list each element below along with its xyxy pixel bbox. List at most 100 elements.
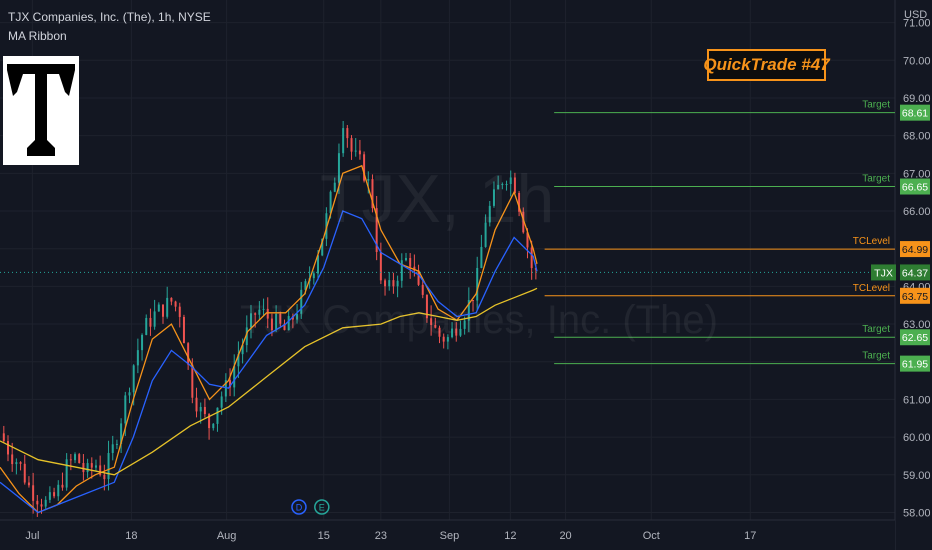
candle-body	[23, 463, 26, 483]
target-price: 61.95	[902, 359, 928, 371]
candle-body	[492, 189, 495, 206]
candle-body	[11, 454, 14, 465]
candle-body	[27, 482, 30, 486]
ma-slow-line	[0, 287, 538, 476]
candle-body	[275, 313, 278, 331]
candle-body	[455, 328, 458, 336]
candle-body	[409, 258, 412, 267]
candle-body	[375, 208, 378, 252]
tc-level-price: 64.99	[902, 244, 928, 256]
ma-mid-line	[0, 210, 538, 514]
candle-body	[413, 266, 416, 271]
candle-body	[518, 192, 521, 212]
candle-body	[224, 380, 227, 397]
dividend-marker	[291, 499, 307, 515]
time-tick-label: Jul	[25, 530, 39, 542]
candle-body	[513, 177, 516, 193]
candle-body	[229, 380, 232, 388]
candle-body	[40, 504, 43, 507]
candle-body	[392, 280, 395, 287]
time-tick-label: 15	[318, 530, 330, 542]
candle-body	[484, 222, 487, 247]
candle-body	[132, 365, 135, 393]
candle-body	[115, 443, 118, 445]
candle-body	[208, 414, 211, 429]
target-price: 68.61	[902, 108, 928, 120]
last-price-value: 64.37	[902, 267, 928, 279]
candle-body	[94, 465, 97, 468]
candle-body	[220, 396, 223, 408]
symbol-tag	[871, 264, 896, 281]
candle-body	[170, 297, 173, 302]
candle-body	[128, 392, 131, 396]
candle-body	[430, 318, 433, 325]
candle-body	[438, 327, 441, 337]
candle-body	[442, 336, 445, 342]
candle-body	[425, 294, 428, 319]
price-tick-label: 58.00	[903, 507, 931, 519]
candle-body	[65, 459, 68, 488]
price-tick-label: 70.00	[903, 55, 931, 67]
candle-body	[363, 154, 366, 181]
candle-body	[283, 323, 286, 331]
candle-body	[86, 463, 89, 473]
target-label: Target	[862, 324, 890, 335]
candle-body	[233, 366, 236, 388]
candle-body	[48, 492, 51, 500]
candle-body	[296, 313, 299, 320]
time-tick-label: 20	[559, 530, 571, 542]
candle-body	[379, 251, 382, 281]
indicator-label[interactable]: MA Ribbon	[8, 29, 67, 43]
candle-body	[187, 343, 190, 365]
candle-body	[476, 267, 479, 301]
candle-body	[136, 350, 139, 366]
candle-body	[199, 406, 202, 412]
candle-body	[488, 205, 491, 223]
candle-body	[509, 177, 512, 185]
candle-body	[350, 138, 353, 152]
earnings-marker	[314, 499, 330, 515]
event-marker-label: D	[296, 503, 303, 513]
candle-body	[258, 309, 261, 315]
target-price-tag	[900, 178, 930, 195]
candle-body	[497, 184, 500, 190]
tc-level-label: TCLevel	[853, 283, 890, 294]
price-tick-label: 60.00	[903, 432, 931, 444]
price-tick-label: 67.00	[903, 168, 931, 180]
candle-body	[467, 300, 470, 321]
candle-body	[99, 465, 102, 475]
target-label: Target	[862, 174, 890, 185]
candle-body	[522, 211, 525, 233]
candle-body	[36, 500, 39, 505]
tc-level-price-tag	[900, 241, 930, 258]
time-tick-label: Sep	[440, 530, 460, 542]
candle-body	[107, 453, 110, 480]
candle-body	[480, 246, 483, 268]
candle-body	[32, 485, 35, 501]
candle-body	[325, 213, 328, 239]
tc-level-price-tag	[900, 287, 930, 304]
price-tick-label: 59.00	[903, 470, 931, 482]
price-tick-label: 63.00	[903, 319, 931, 331]
candle-body	[333, 182, 336, 192]
candle-body	[153, 311, 156, 327]
time-axis	[0, 520, 895, 550]
candle-body	[270, 318, 273, 331]
candle-body	[90, 463, 93, 468]
candle-body	[421, 284, 424, 295]
target-price-tag	[900, 329, 930, 346]
candle-body	[317, 255, 320, 274]
candle-body	[2, 433, 5, 442]
candle-body	[463, 320, 466, 329]
candle-body	[400, 260, 403, 281]
price-tick-label: 69.00	[903, 93, 931, 105]
target-price-tag	[900, 104, 930, 121]
candle-body	[501, 184, 504, 186]
price-tick-label: 66.00	[903, 206, 931, 218]
price-tick-label: 68.00	[903, 131, 931, 143]
candle-body	[337, 153, 340, 183]
candle-body	[124, 395, 127, 424]
target-price: 62.65	[902, 332, 928, 344]
candle-body	[203, 406, 206, 415]
